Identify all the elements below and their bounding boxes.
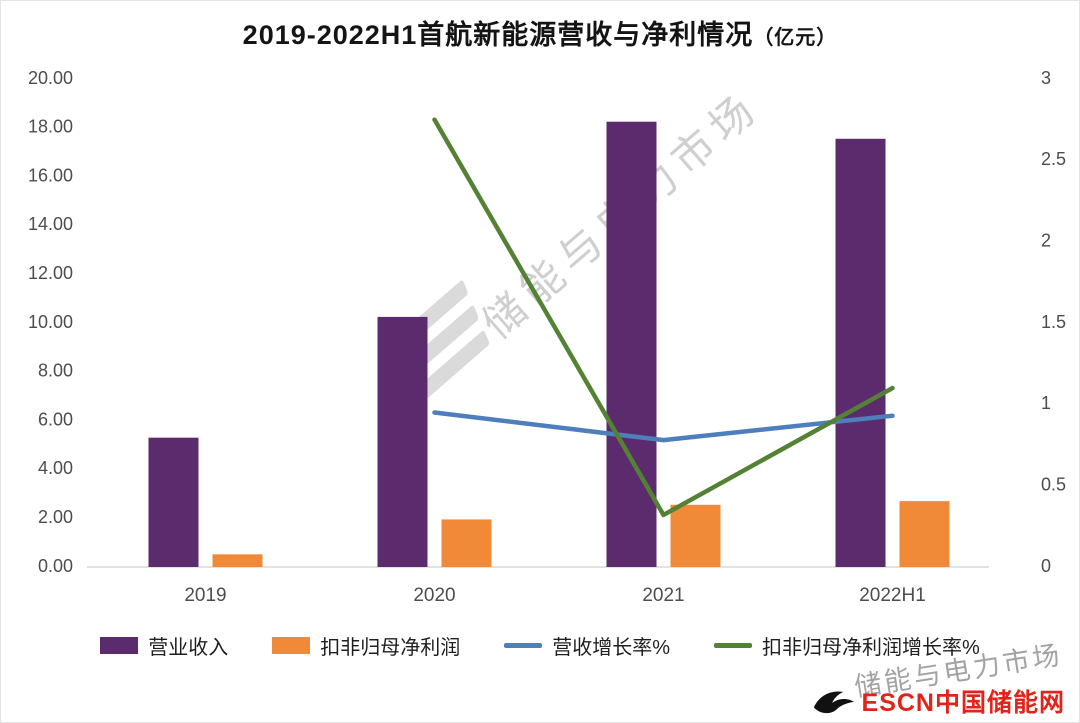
legend-swatch-net-profit-growth bbox=[714, 643, 752, 648]
y-axis-right-tick: 0 bbox=[1041, 556, 1051, 576]
net-profit-bar bbox=[441, 519, 492, 567]
x-axis-label: 2020 bbox=[413, 585, 455, 606]
legend-label-revenue: 营业收入 bbox=[148, 637, 229, 659]
x-axis-label: 2021 bbox=[642, 585, 684, 606]
revenue-bar bbox=[148, 437, 199, 567]
y-axis-right-tick: 2 bbox=[1041, 230, 1051, 250]
y-axis-left-tick: 20.00 bbox=[28, 68, 73, 88]
y-axis-right-tick: 2.5 bbox=[1041, 149, 1066, 169]
legend-item-net-profit: 扣非归母净利润 bbox=[272, 631, 460, 660]
revenue-bar bbox=[835, 138, 886, 567]
y-axis-right-tick: 3 bbox=[1041, 68, 1051, 88]
y-axis-left-tick: 0.00 bbox=[38, 556, 73, 576]
y-axis-right-tick: 1.5 bbox=[1041, 312, 1066, 332]
chart-title-unit: （亿元） bbox=[753, 27, 838, 49]
y-axis-left-tick: 8.00 bbox=[38, 361, 73, 381]
legend-swatch-net-profit bbox=[272, 637, 311, 654]
y-axis-left-tick: 14.00 bbox=[28, 214, 73, 234]
legend-item-net-profit-growth: 扣非归母净利润增长率% bbox=[714, 631, 980, 660]
revenue-bar bbox=[606, 121, 657, 567]
y-axis-left-tick: 6.00 bbox=[38, 409, 73, 429]
y-axis-right-tick: 0.5 bbox=[1041, 474, 1066, 494]
y-axis-left-tick: 16.00 bbox=[28, 165, 73, 185]
bird-icon bbox=[813, 691, 854, 714]
y-axis-right-tick: 1 bbox=[1041, 393, 1051, 413]
y-axis-left-tick: 12.00 bbox=[28, 263, 73, 283]
legend-label-net-profit: 扣非归母净利润 bbox=[320, 637, 461, 659]
revenue-growth-line bbox=[432, 410, 895, 443]
y-axis-left-tick: 4.00 bbox=[38, 458, 73, 478]
chart-title-main: 2019-2022H1首航新能源营收与净利情况 bbox=[242, 20, 754, 50]
y-axis-left-tick: 18.00 bbox=[28, 117, 73, 137]
y-axis-left-tick: 10.00 bbox=[28, 312, 73, 332]
legend-item-revenue: 营业收入 bbox=[100, 631, 228, 660]
x-axis-label: 2019 bbox=[184, 585, 226, 606]
net-profit-bar bbox=[899, 501, 950, 567]
revenue-bar bbox=[377, 316, 428, 567]
legend-label-net-profit-growth: 扣非归母净利润增长率% bbox=[762, 637, 980, 659]
escn-logo-text: ESCN中国储能网 bbox=[861, 689, 1065, 717]
legend-swatch-revenue bbox=[100, 637, 139, 654]
escn-logo: ESCN中国储能网 bbox=[812, 683, 1065, 719]
chart-title: 2019-2022H1首航新能源营收与净利情况（亿元） bbox=[1, 13, 1079, 52]
net-profit-bar bbox=[212, 554, 263, 567]
legend-item-revenue-growth: 营收增长率% bbox=[504, 631, 670, 660]
legend: 营业收入 扣非归母净利润 营收增长率% 扣非归母净利润增长率% bbox=[1, 631, 1079, 660]
x-axis-label: 2022H1 bbox=[859, 585, 926, 606]
legend-swatch-revenue-growth bbox=[504, 643, 543, 648]
net-profit-bar bbox=[670, 504, 721, 567]
y-axis-left-tick: 2.00 bbox=[38, 507, 73, 527]
net-profit-growth-line bbox=[432, 117, 895, 518]
legend-label-revenue-growth: 营收增长率% bbox=[552, 637, 670, 659]
